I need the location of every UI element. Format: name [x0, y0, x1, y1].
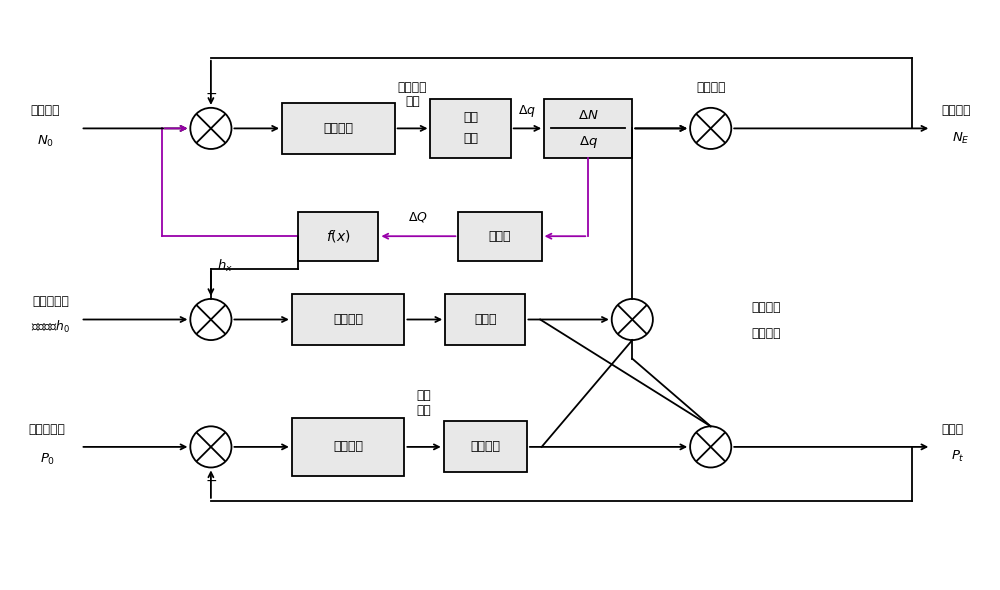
Text: −: −: [205, 474, 217, 489]
Bar: [298, 212, 378, 261]
Text: 汽机: 汽机: [417, 389, 431, 402]
Bar: [544, 99, 632, 158]
Text: $\Delta N$: $\Delta N$: [578, 109, 599, 122]
Text: 主汽压: 主汽压: [942, 423, 964, 436]
Text: $P_0$: $P_0$: [40, 452, 55, 467]
Text: 除氧器水位: 除氧器水位: [33, 296, 70, 309]
Text: 负荷输出: 负荷输出: [941, 104, 970, 117]
Text: $P_t$: $P_t$: [951, 449, 965, 464]
Text: $h_x$: $h_x$: [217, 258, 233, 274]
Text: 设定高度$h_0$: 设定高度$h_0$: [31, 319, 71, 335]
Text: 负荷定值: 负荷定值: [31, 104, 60, 117]
Text: 转速变化: 转速变化: [398, 81, 427, 94]
Bar: [292, 418, 404, 476]
Text: 模块: 模块: [463, 133, 478, 146]
Bar: [458, 212, 542, 261]
Text: $\Delta q$: $\Delta q$: [579, 134, 598, 150]
Text: 主汽压定值: 主汽压定值: [29, 423, 66, 436]
Text: 主控制器: 主控制器: [323, 122, 353, 135]
Text: 机炉协调: 机炉协调: [752, 301, 781, 314]
Text: $N_0$: $N_0$: [37, 133, 54, 149]
Bar: [292, 294, 404, 345]
Bar: [430, 99, 511, 158]
Text: $f(x)$: $f(x)$: [326, 228, 351, 244]
Text: 汽机主控: 汽机主控: [333, 440, 363, 453]
Bar: [444, 421, 527, 473]
Text: 限幅: 限幅: [463, 112, 478, 124]
Text: 积分器: 积分器: [489, 230, 511, 242]
Text: $\Delta q$: $\Delta q$: [518, 103, 536, 119]
Bar: [282, 103, 395, 154]
Text: 调门: 调门: [417, 404, 431, 417]
Bar: [445, 294, 525, 345]
Text: 耦合模型: 耦合模型: [752, 327, 781, 340]
Text: 磨煤机: 磨煤机: [474, 313, 497, 326]
Text: $N_E$: $N_E$: [952, 130, 969, 146]
Text: 功率偏差: 功率偏差: [696, 81, 725, 94]
Text: $\Delta Q$: $\Delta Q$: [408, 209, 428, 224]
Text: 指令: 指令: [405, 96, 420, 109]
Text: −: −: [205, 87, 217, 101]
Text: 阀门特性: 阀门特性: [470, 440, 500, 453]
Text: 副控制器: 副控制器: [333, 313, 363, 326]
